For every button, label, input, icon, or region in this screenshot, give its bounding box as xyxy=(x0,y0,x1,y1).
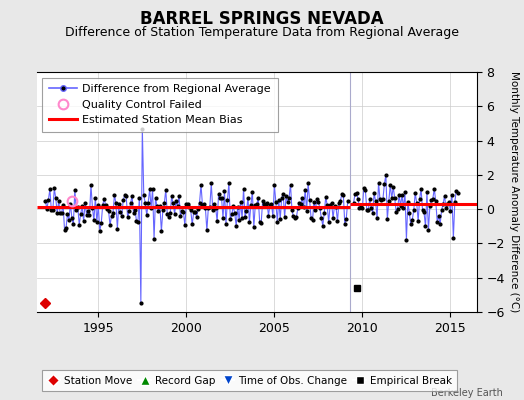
Legend: Difference from Regional Average, Quality Control Failed, Estimated Station Mean: Difference from Regional Average, Qualit… xyxy=(42,78,278,132)
Y-axis label: Monthly Temperature Anomaly Difference (°C): Monthly Temperature Anomaly Difference (… xyxy=(509,71,519,313)
Text: Berkeley Earth: Berkeley Earth xyxy=(431,388,503,398)
Legend: Station Move, Record Gap, Time of Obs. Change, Empirical Break: Station Move, Record Gap, Time of Obs. C… xyxy=(42,370,457,391)
Text: BARREL SPRINGS NEVADA: BARREL SPRINGS NEVADA xyxy=(140,10,384,28)
Text: Difference of Station Temperature Data from Regional Average: Difference of Station Temperature Data f… xyxy=(65,26,459,39)
